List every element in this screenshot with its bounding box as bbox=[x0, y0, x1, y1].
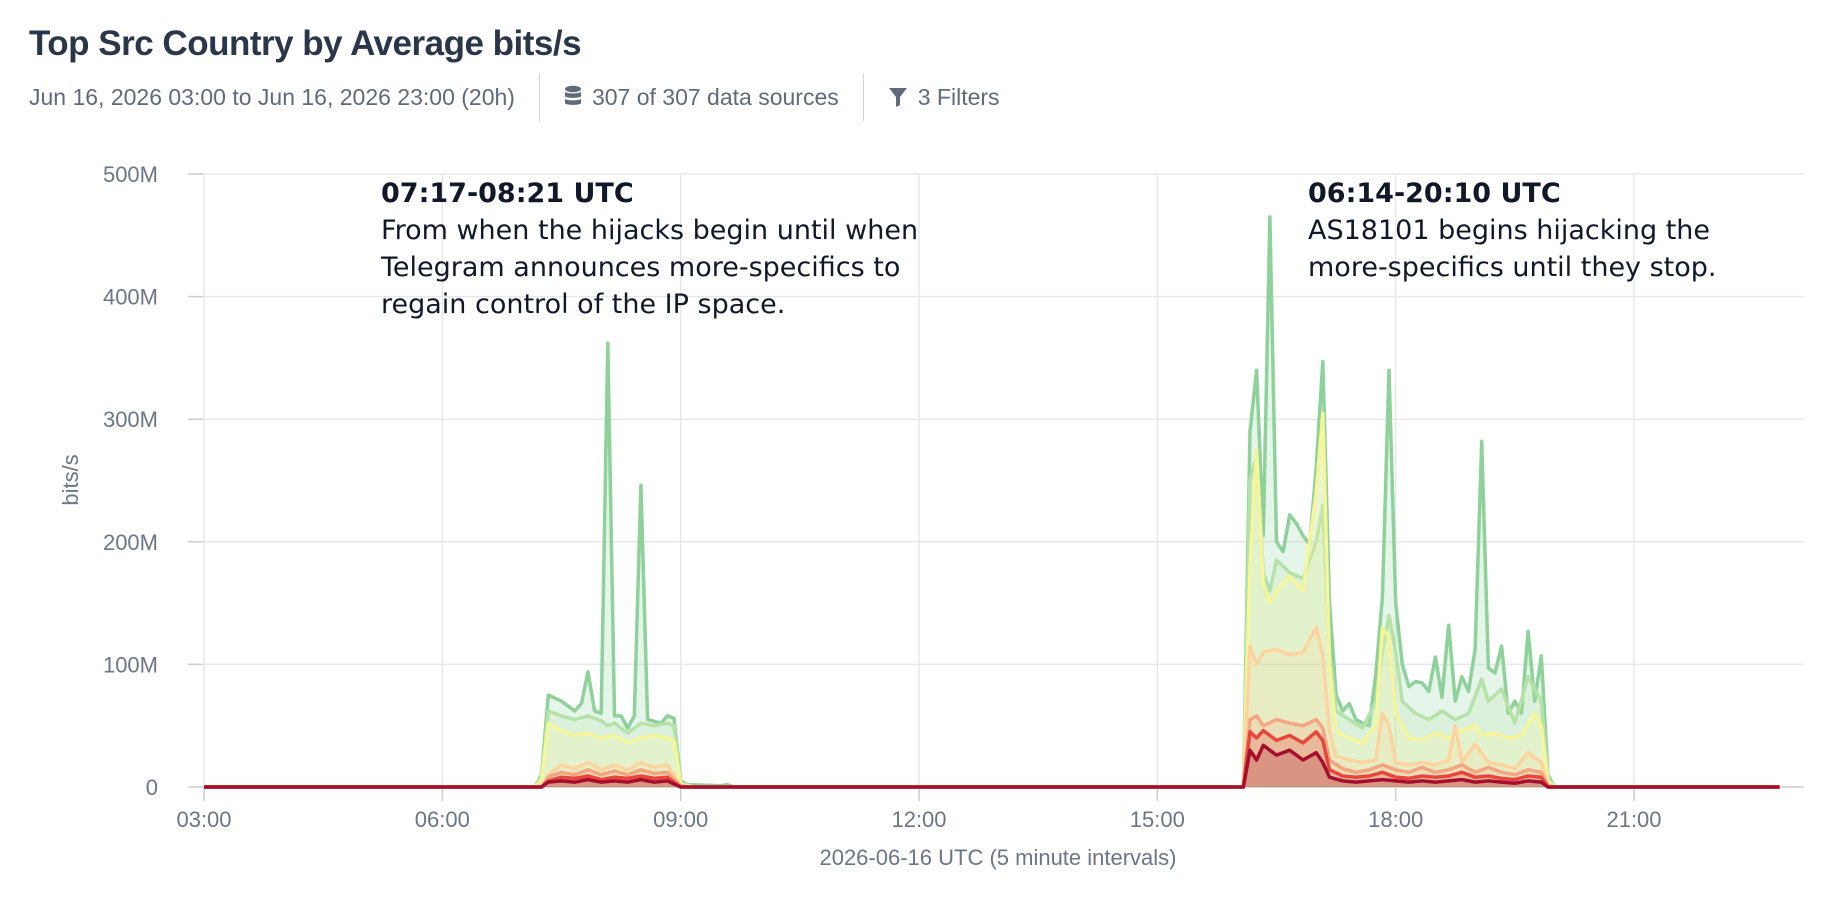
filters-label: 3 Filters bbox=[917, 83, 1000, 110]
time-range[interactable]: Jun 16, 2026 03:00 to Jun 16, 2026 23:00… bbox=[29, 83, 515, 110]
series-line-7 bbox=[204, 743, 1780, 789]
series-area-2 bbox=[204, 456, 1780, 787]
y-tick-label: 500M bbox=[103, 162, 158, 187]
series-area-1 bbox=[204, 216, 1780, 787]
series-line-6 bbox=[204, 728, 1780, 789]
annotation-text-line: From when the hijacks begin until when bbox=[381, 215, 918, 246]
x-tick-label: 09:00 bbox=[653, 807, 708, 832]
series-area-4 bbox=[204, 627, 1780, 787]
meta-divider bbox=[862, 73, 864, 121]
annotation-time: 07:17-08:21 UTC bbox=[381, 178, 634, 209]
y-tick-label: 100M bbox=[103, 652, 158, 677]
database-icon bbox=[564, 85, 581, 105]
annotation-time: 06:14-20:10 UTC bbox=[1308, 178, 1561, 209]
x-axis-label: 2026-06-16 UTC (5 minute intervals) bbox=[819, 845, 1176, 870]
x-tick-label: 06:00 bbox=[415, 807, 470, 832]
data-sources-label: 307 of 307 data sources bbox=[591, 83, 839, 110]
filter-icon bbox=[888, 88, 907, 107]
series-line-3 bbox=[204, 411, 1780, 789]
x-tick-label: 15:00 bbox=[1130, 807, 1185, 832]
y-axis-label: bits/s bbox=[58, 454, 83, 505]
y-tick-label: 200M bbox=[103, 530, 158, 555]
y-tick-label: 400M bbox=[103, 285, 158, 310]
y-tick-label: 0 bbox=[146, 775, 158, 800]
series-area-5 bbox=[204, 715, 1780, 787]
x-tick-label: 12:00 bbox=[891, 807, 946, 832]
chart-meta-bar: Jun 16, 2026 03:00 to Jun 16, 2026 23:00… bbox=[29, 70, 1000, 124]
x-tick-label: 21:00 bbox=[1606, 807, 1661, 832]
series-line-5 bbox=[204, 714, 1780, 789]
series-line-1 bbox=[204, 215, 1780, 789]
annotation-text-line: regain control of the IP space. bbox=[381, 289, 785, 320]
series-area-3 bbox=[204, 413, 1780, 787]
data-sources-button[interactable]: 307 of 307 data sources bbox=[564, 84, 839, 111]
annotation-text-line: more-specifics until they stop. bbox=[1308, 252, 1717, 283]
filters-button[interactable]: 3 Filters bbox=[888, 84, 1000, 111]
meta-divider bbox=[538, 73, 540, 121]
y-tick-label: 300M bbox=[103, 407, 158, 432]
series-line-4 bbox=[204, 625, 1780, 789]
annotation-text-line: Telegram announces more-specifics to bbox=[380, 252, 900, 283]
chart-title: Top Src Country by Average bits/s bbox=[29, 24, 582, 63]
x-tick-label: 18:00 bbox=[1368, 807, 1423, 832]
series-line-2 bbox=[204, 454, 1780, 789]
annotation-text-line: AS18101 begins hijacking the bbox=[1308, 215, 1710, 246]
x-tick-label: 03:00 bbox=[176, 807, 231, 832]
